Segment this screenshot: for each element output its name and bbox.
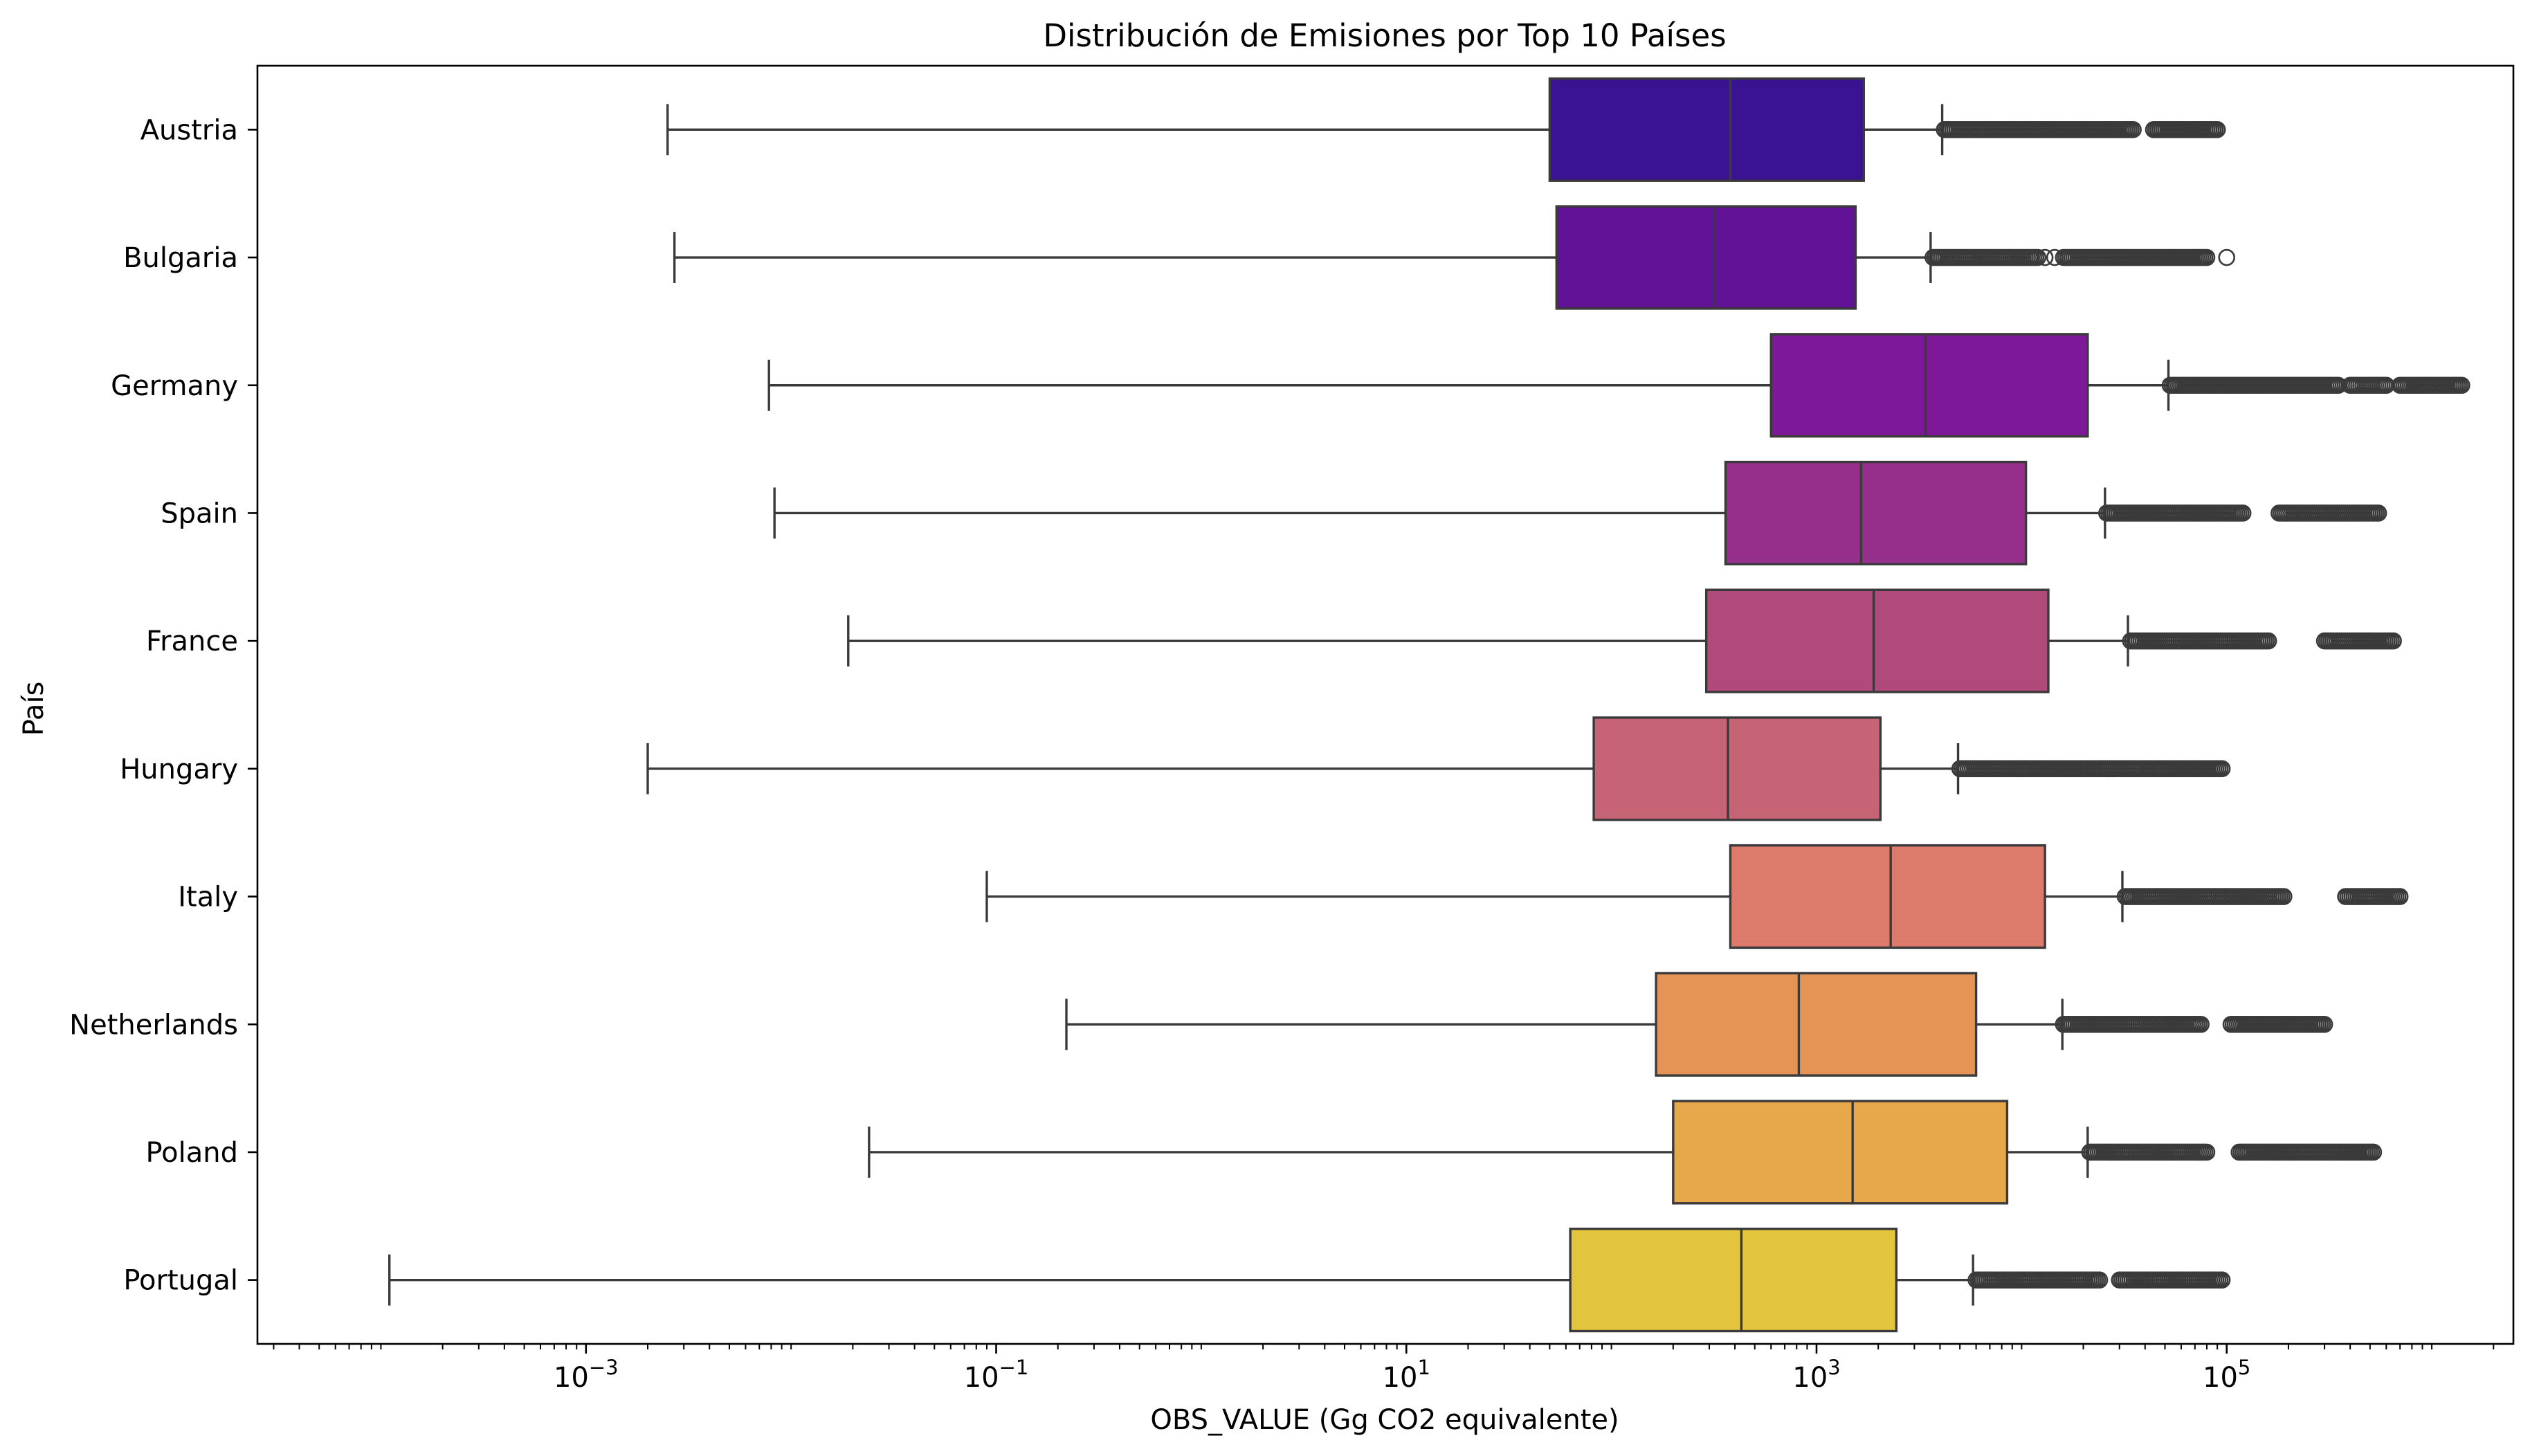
outlier-point-germany [2329, 376, 2347, 394]
y-tick-label-bulgaria: Bulgaria [123, 242, 238, 274]
outlier-point-austria [2124, 121, 2142, 138]
outlier-point-germany [2453, 376, 2470, 394]
outlier-point-italy [2275, 888, 2293, 905]
x-tick-label: 10−3 [554, 1356, 619, 1394]
box-austria [1548, 77, 1865, 182]
y-tick-label-spain: Spain [161, 498, 238, 529]
box-italy [1729, 844, 2046, 949]
y-axis-label: País [18, 682, 50, 736]
box-bulgaria [1555, 205, 1857, 310]
outlier-point-france [2385, 632, 2402, 650]
outlier-point-netherlands [2315, 1015, 2333, 1033]
outlier-point-italy [2391, 888, 2409, 905]
box-hungary [1592, 716, 1882, 821]
x-tick-label: 101 [1383, 1356, 1430, 1394]
outlier-point-portugal [2091, 1271, 2109, 1289]
outlier-point-austria [2208, 121, 2226, 138]
x-tick-label: 10−1 [964, 1356, 1029, 1394]
outlier-point-bulgaria [2036, 248, 2054, 266]
y-tick-label-netherlands: Netherlands [69, 1009, 238, 1041]
x-tick-label: 105 [2203, 1356, 2250, 1394]
plot-frame [256, 64, 2515, 1345]
outlier-point-bulgaria [2198, 248, 2216, 266]
outlier-point-bulgaria [2029, 248, 2047, 266]
plot-area: Austria Bulgaria Germany Spain France Hungary… [69, 64, 2515, 1394]
y-tick-label-portugal: Portugal [123, 1265, 238, 1297]
outlier-point-bulgaria [2218, 248, 2236, 266]
outlier-point-poland [2198, 1143, 2216, 1161]
y-tick-label-poland: Poland [145, 1137, 238, 1169]
outlier-point-france [2259, 632, 2277, 650]
y-tick-label-italy: Italy [178, 882, 238, 913]
y-tick-label-germany: Germany [111, 370, 238, 402]
x-tick-label: 103 [1792, 1356, 1840, 1394]
y-tick-label-austria: Austria [140, 114, 238, 146]
outlier-point-hungary [2213, 760, 2231, 778]
outlier-point-portugal [2213, 1271, 2231, 1289]
box-germany [1769, 333, 2089, 438]
x-axis-label: OBS_VALUE (Gg CO2 equivalente) [1150, 1404, 1619, 1436]
outlier-point-spain [2234, 504, 2252, 522]
outlier-point-bulgaria [2046, 248, 2064, 266]
outlier-point-netherlands [2192, 1015, 2210, 1033]
box-portugal [1569, 1228, 1898, 1333]
box-poland [1672, 1100, 2009, 1205]
outlier-point-spain [2369, 504, 2387, 522]
outlier-point-poland [2365, 1143, 2383, 1161]
box-netherlands [1655, 972, 1978, 1077]
y-tick-label-hungary: Hungary [120, 754, 238, 785]
y-tick-label-france: France [146, 626, 238, 657]
box-spain [1724, 460, 2028, 566]
chart-title: Distribución de Emisiones por Top 10 Paí… [1043, 17, 1726, 54]
box-france [1704, 588, 2050, 693]
